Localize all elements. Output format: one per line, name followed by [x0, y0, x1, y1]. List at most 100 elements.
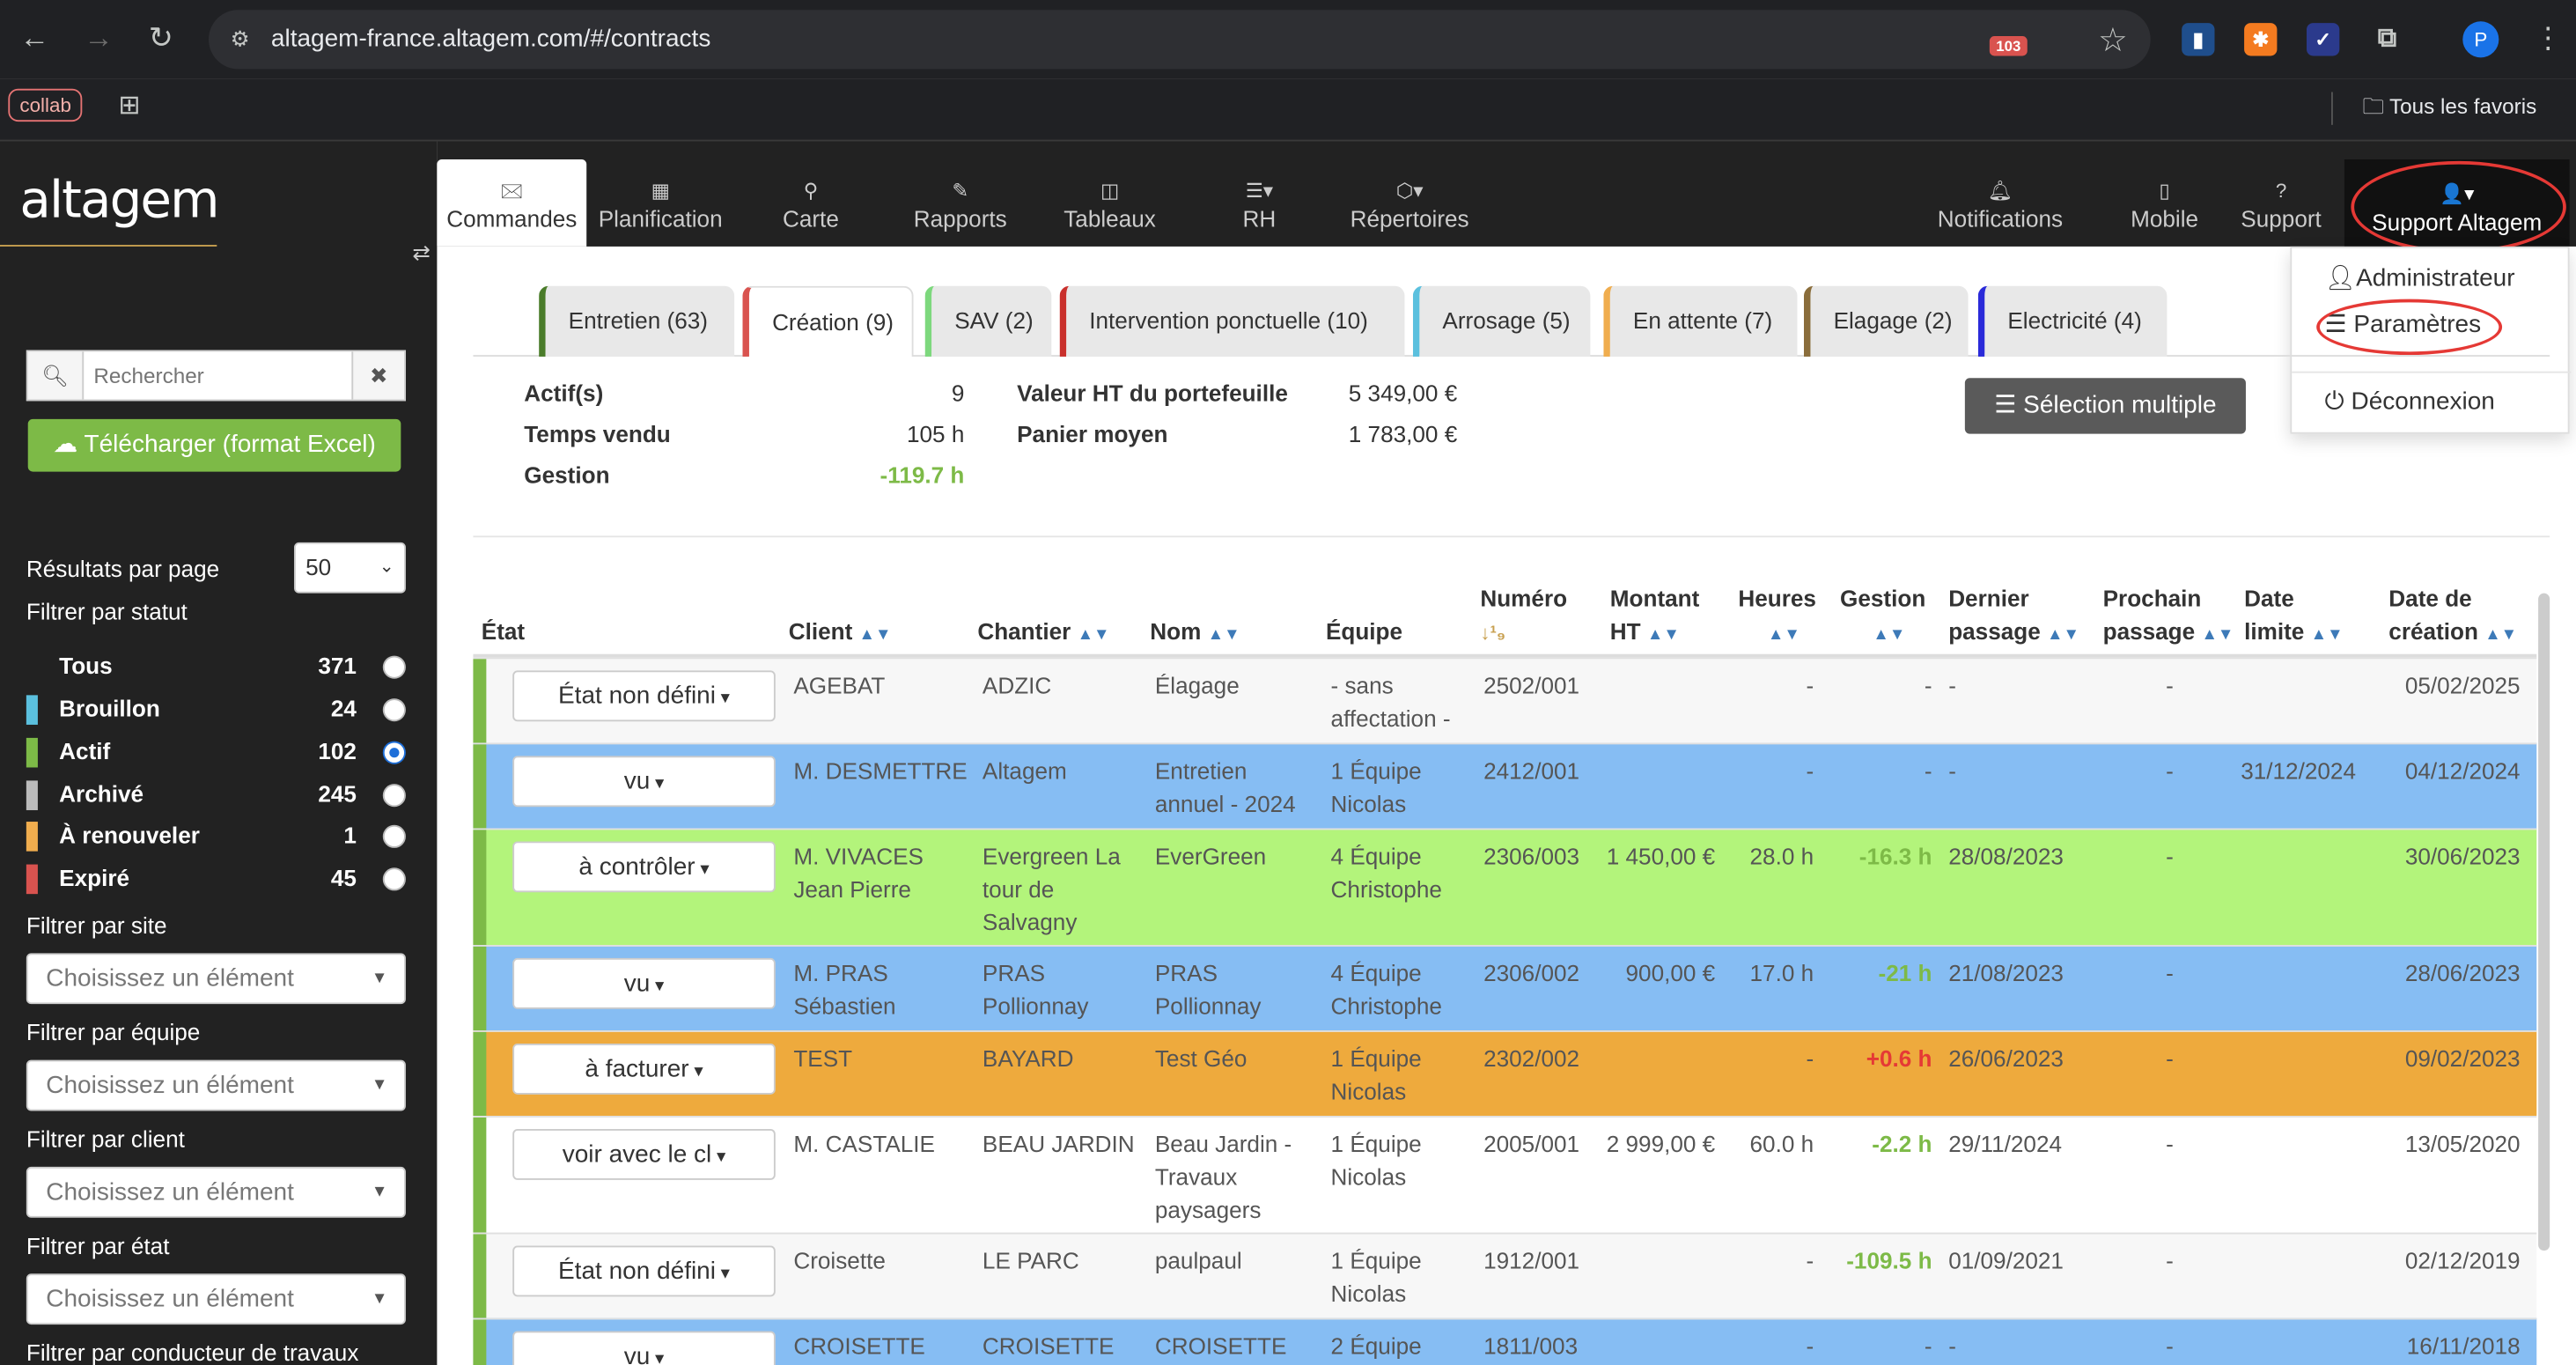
sidebar-toggle-icon[interactable]: ⇄	[412, 240, 431, 265]
support-altagem-button[interactable]: 👤▾ Support Altagem	[2344, 159, 2570, 247]
category-tab[interactable]: Intervention ponctuelle (10)	[1059, 285, 1405, 357]
col-header-heures[interactable]: Heures ▲▼	[1738, 582, 1816, 653]
cell-heures: -	[1806, 1044, 1814, 1072]
nav-item[interactable]: ▦ Planification	[586, 159, 734, 247]
col-header-creation[interactable]: Date de création ▲▼	[2388, 582, 2517, 653]
profile-avatar[interactable]: P	[2462, 21, 2499, 58]
app-logo[interactable]: altagem	[19, 171, 219, 231]
filter-select[interactable]: Choisissez un élément ▼	[26, 1166, 406, 1218]
state-dropdown[interactable]: État non défini ▾	[512, 670, 776, 722]
status-radio[interactable]	[382, 784, 406, 808]
nav-item[interactable]: ▯ Mobile	[2113, 159, 2217, 247]
col-header-client[interactable]: Client ▲▼	[789, 615, 892, 653]
status-radio[interactable]	[382, 655, 406, 679]
download-excel-button[interactable]: ☁ Télécharger (format Excel)	[27, 418, 401, 472]
extensions-puzzle-icon[interactable]: ⧉	[2377, 24, 2397, 53]
nav-item[interactable]: ☰▾ RH	[1214, 159, 1305, 247]
nav-item[interactable]: ◫ Tableaux	[1047, 159, 1174, 247]
col-header-nom[interactable]: Nom ▲▼	[1150, 615, 1240, 653]
extension-chart-icon[interactable]: ▮	[2182, 23, 2215, 56]
collab-bookmark[interactable]: collab	[8, 88, 83, 122]
table-row[interactable]: à contrôler ▾ M. VIVACES Jean Pierre Evergr…	[473, 828, 2537, 946]
state-dropdown[interactable]: à contrôler ▾	[512, 841, 776, 893]
nav-item[interactable]: ? Support	[2227, 159, 2334, 247]
table-row[interactable]: voir avec le cl ▾ M. CASTALIE BEAU JARDIN B…	[473, 1116, 2537, 1233]
address-bar[interactable]: ⚙ altagem-france.altagem.com/#/contracts…	[208, 10, 2151, 70]
table-scrollbar[interactable]	[2538, 593, 2550, 1251]
col-header-gestion[interactable]: Gestion ▲▼	[1840, 582, 1925, 653]
col-header-dernier[interactable]: Dernier passage ▲▼	[1948, 582, 2079, 653]
category-tab[interactable]: Electricité (4)	[1977, 285, 2168, 357]
nav-item[interactable]: 🔔︎ Notifications	[1922, 159, 2078, 247]
bookmark-star-icon[interactable]: ☆	[2098, 23, 2128, 60]
notifications-badge: 103	[1989, 36, 2028, 56]
cell-equipe: - sans affectation -	[1331, 669, 1451, 735]
state-dropdown[interactable]: vu ▾	[512, 756, 776, 808]
multi-select-button[interactable]: ☰ Sélection multiple	[1964, 378, 2246, 434]
filter-select[interactable]: Choisissez un élément ▼	[26, 953, 406, 1005]
state-dropdown[interactable]: vu ▾	[512, 957, 776, 1009]
table-row[interactable]: État non défini ▾ Croisette LE PARC paulpau…	[473, 1232, 2537, 1318]
menu-item-parametres[interactable]: ☰ Paramètres	[2325, 309, 2482, 339]
cell-equipe: 2 Équipe	[1331, 1330, 1422, 1362]
table-row[interactable]: vu ▾ CROISETTE CROISETTE CROISETTE 2 Équipe 1…	[473, 1317, 2537, 1365]
col-header-montant[interactable]: Montant HT ▲▼	[1610, 582, 1700, 653]
category-tab[interactable]: SAV (2)	[924, 285, 1052, 357]
browser-menu-icon[interactable]: ⋮	[2533, 21, 2564, 55]
menu-item-deconnexion[interactable]: ⏻ Déconnexion	[2325, 387, 2495, 416]
reload-icon[interactable]: ↻	[148, 21, 173, 55]
status-filter-item[interactable]: Archivé 245	[26, 779, 406, 812]
category-tab[interactable]: Elagage (2)	[1803, 285, 1969, 357]
nav-item[interactable]: ⚲ Carte	[757, 159, 864, 247]
results-per-page-select[interactable]: 50 ⌄	[294, 542, 406, 594]
status-radio[interactable]	[382, 867, 406, 891]
menu-item-administrateur[interactable]: 👤︎Administrateur	[2325, 263, 2515, 292]
all-bookmarks-folder[interactable]: 🗀 Tous les favoris	[2362, 92, 2536, 129]
table-row[interactable]: à facturer ▾ TEST BAYARD Test Géo 1 Équipe Ni…	[473, 1030, 2537, 1117]
status-radio[interactable]	[382, 698, 406, 722]
table-row[interactable]: vu ▾ M. PRAS Sébastien PRAS Pollionnay PRAS Po…	[473, 945, 2537, 1031]
filter-select[interactable]: Choisissez un élément ▼	[26, 1273, 406, 1325]
status-filter-item[interactable]: À renouveler 1	[26, 820, 406, 852]
col-header-prochain[interactable]: Prochain passage ▲▼	[2103, 582, 2234, 653]
col-header-limite[interactable]: Date limite ▲▼	[2244, 582, 2343, 653]
caret-down-icon: ▾	[650, 773, 665, 794]
col-chantier-label: Chantier	[977, 617, 1071, 645]
status-filter-item[interactable]: Expiré 45	[26, 863, 406, 896]
cell-line: Croisette	[793, 1247, 886, 1274]
apps-grid-icon[interactable]: ⊞	[118, 92, 141, 121]
nav-item[interactable]: 🖂 Commandes	[437, 159, 587, 247]
status-filter-item[interactable]: Tous 371	[26, 651, 406, 683]
search-input[interactable]	[93, 351, 341, 400]
status-filter-item[interactable]: Brouillon 24	[26, 693, 406, 726]
category-tab[interactable]: Création (9)	[742, 285, 914, 357]
site-settings-icon[interactable]: ⚙	[230, 26, 250, 51]
state-dropdown[interactable]: voir avec le cl ▾	[512, 1129, 776, 1180]
nav-item[interactable]: ✎ Rapports	[889, 159, 1032, 247]
col-header-numero[interactable]: Numéro ↓¹₉	[1480, 582, 1567, 650]
status-radio[interactable]	[382, 741, 406, 764]
category-tab[interactable]: En attente (7)	[1603, 285, 1798, 357]
table-row[interactable]: vu ▾ M. DESMETTRE Altagem Entretien annuel -…	[473, 742, 2537, 829]
nav-item[interactable]: ⬡▾ Répertoires	[1328, 159, 1492, 247]
table-row[interactable]: État non défini ▾ AGEBAT ADZIC Élagage - san…	[473, 657, 2537, 743]
category-tab[interactable]: Arrosage (5)	[1412, 285, 1591, 357]
forward-arrow-icon[interactable]: →	[84, 21, 114, 55]
filter-select[interactable]: Choisissez un élément ▼	[26, 1059, 406, 1111]
state-dropdown[interactable]: vu ▾	[512, 1331, 776, 1365]
extension-check-icon[interactable]: ✓	[2307, 23, 2340, 56]
state-dropdown[interactable]: à facturer ▾	[512, 1043, 776, 1095]
state-dropdown[interactable]: État non défini ▾	[512, 1245, 776, 1297]
cell-heures: -	[1806, 1332, 1814, 1360]
col-numero-label: Numéro	[1480, 585, 1568, 612]
cell-line: BAYARD	[982, 1044, 1074, 1072]
tab-label: Electricité (4)	[2007, 306, 2142, 334]
category-tab[interactable]: Entretien (63)	[539, 285, 735, 357]
status-radio[interactable]	[382, 824, 406, 848]
extension-hubspot-icon[interactable]: ✱	[2244, 23, 2278, 56]
search-icon[interactable]: 🔍︎	[27, 351, 85, 400]
back-arrow-icon[interactable]: ←	[19, 21, 49, 55]
clear-search-icon[interactable]: ✖	[351, 351, 405, 400]
status-filter-item[interactable]: Actif 102	[26, 736, 406, 769]
col-header-chantier[interactable]: Chantier ▲▼	[977, 615, 1109, 653]
